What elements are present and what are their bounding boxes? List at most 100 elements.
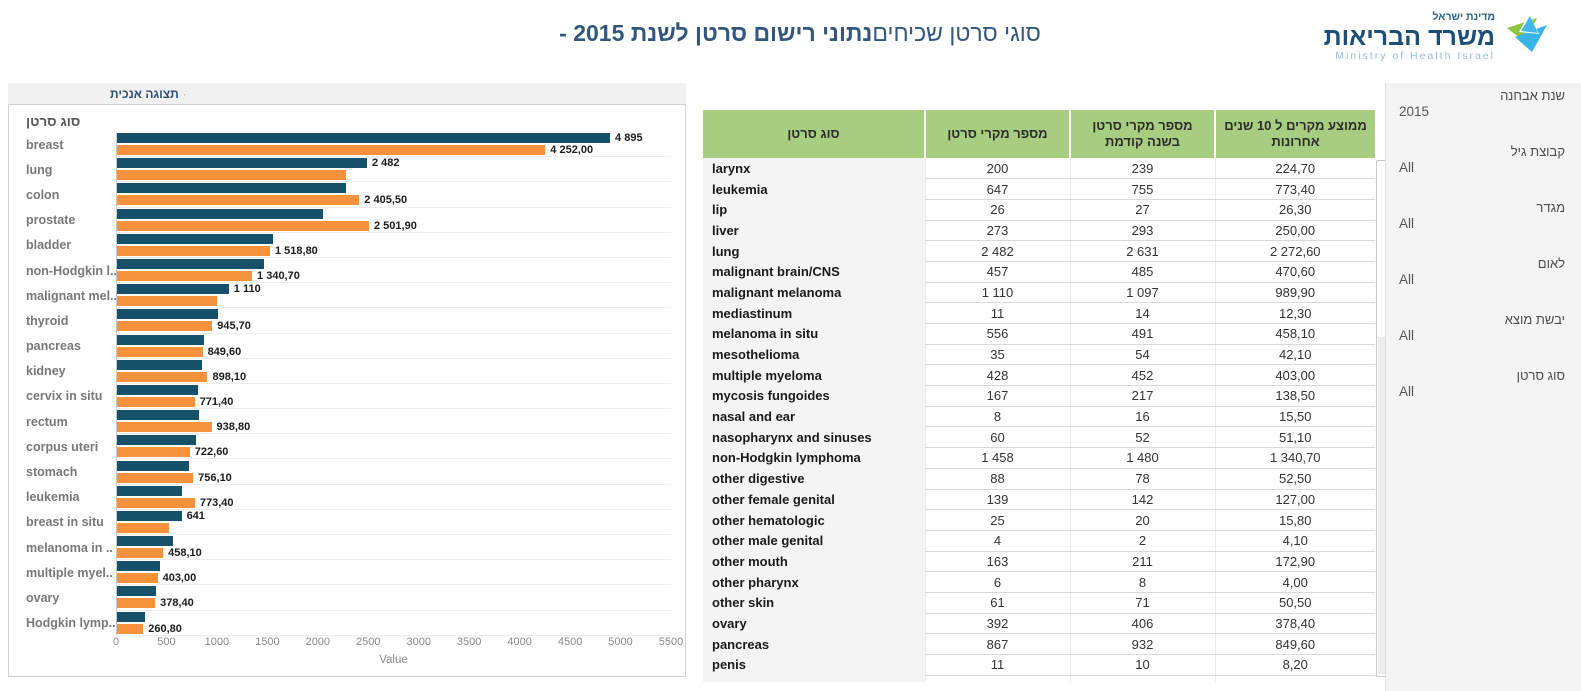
average-bar[interactable] (117, 472, 194, 483)
value-cell[interactable]: 88 (924, 468, 1070, 490)
value-cell[interactable]: 35 (924, 344, 1070, 366)
filter-value-dropdown[interactable]: All (1399, 216, 1415, 231)
chart-category-label[interactable]: rectum (26, 414, 68, 429)
average-bar[interactable] (117, 220, 369, 231)
chart-category-label[interactable]: stomach (26, 465, 78, 480)
value-cell[interactable]: 485 (1069, 261, 1215, 283)
average-bar[interactable] (117, 573, 158, 584)
value-cell[interactable]: 172,90 (1214, 551, 1375, 573)
cases-bar[interactable] (117, 485, 183, 496)
cancer-type-cell[interactable]: lung (703, 240, 925, 262)
table-row[interactable]: mediastinum 11 14 12,30 (703, 302, 1375, 324)
cancer-type-cell[interactable]: malignant brain/CNS (703, 261, 925, 283)
table-row[interactable]: malignant melanoma 1 110 1 097 989,90 (703, 282, 1375, 304)
table-row[interactable]: pancreas 867 932 849,60 (703, 633, 1375, 655)
average-bar[interactable] (117, 447, 190, 458)
cases-bar[interactable] (117, 334, 205, 345)
table-scrollbar-thumb[interactable] (1378, 337, 1386, 674)
value-cell[interactable]: 556 (924, 323, 1070, 345)
value-cell[interactable]: 1 480 (1069, 447, 1215, 469)
chart-category-label[interactable]: ovary (26, 590, 60, 605)
cases-bar[interactable] (117, 586, 157, 597)
cases-bar[interactable] (117, 536, 173, 547)
average-bar[interactable] (117, 245, 270, 256)
value-cell[interactable] (1069, 675, 1215, 682)
value-cell[interactable]: 142 (1069, 489, 1215, 511)
filter-value-dropdown[interactable]: 2015 (1399, 104, 1430, 119)
chart-category-label[interactable]: corpus uteri (26, 439, 99, 454)
cancer-type-cell[interactable]: other digestive (703, 468, 925, 489)
average-bar[interactable] (117, 371, 208, 382)
value-cell[interactable]: 1 340,70 (1214, 447, 1375, 469)
cancer-type-cell[interactable]: penis (703, 654, 925, 676)
cancer-type-cell[interactable]: mediastinum (703, 302, 925, 324)
cases-bar[interactable] (117, 309, 219, 320)
table-row[interactable]: other mouth 163 211 172,90 (703, 551, 1375, 573)
value-cell[interactable]: 378,40 (1214, 613, 1375, 635)
table-row[interactable]: other pharynx 6 8 4,00 (703, 571, 1375, 593)
average-bar[interactable] (117, 170, 346, 181)
vertical-view-link[interactable]: ·תצוגה אנכית (110, 87, 187, 101)
value-cell[interactable]: 51,10 (1214, 426, 1375, 449)
value-cell[interactable]: 200 (924, 158, 1070, 180)
chart-category-label[interactable]: colon (26, 187, 60, 202)
filter-value-dropdown[interactable]: All (1399, 160, 1415, 175)
table-row[interactable]: penis 11 10 8,20 (703, 654, 1375, 676)
value-cell[interactable]: 773,40 (1214, 178, 1375, 200)
value-cell[interactable]: 14 (1069, 302, 1215, 324)
chart-category-label[interactable]: leukemia (26, 490, 80, 505)
value-cell[interactable]: 989,90 (1214, 282, 1375, 304)
value-cell[interactable]: 211 (1069, 551, 1215, 573)
value-cell[interactable]: 491 (1069, 323, 1215, 345)
value-cell[interactable]: 11 (924, 654, 1070, 676)
chart-category-label[interactable]: Hodgkin lymp.. (26, 616, 116, 631)
value-cell[interactable]: 52 (1069, 426, 1215, 449)
average-bar[interactable] (117, 497, 195, 508)
chart-category-label[interactable]: lung (26, 162, 53, 177)
value-cell[interactable]: 61 (924, 592, 1070, 614)
chart-category-label[interactable]: non-Hodgkin l.. (26, 263, 116, 278)
value-cell[interactable]: 392 (924, 613, 1070, 635)
chart-category-label[interactable]: prostate (26, 213, 76, 228)
chart-category-label[interactable]: multiple myel.. (26, 565, 113, 580)
cancer-type-cell[interactable]: liver (703, 220, 925, 241)
value-cell[interactable]: 127,00 (1214, 489, 1375, 511)
value-cell[interactable]: 403,00 (1214, 364, 1375, 387)
value-cell[interactable]: 26,30 (1214, 199, 1375, 221)
table-column-header[interactable]: סוג סרטן (703, 110, 926, 158)
cancer-type-cell[interactable]: multiple myeloma (703, 364, 925, 386)
cancer-type-cell[interactable]: other pharynx (703, 571, 925, 593)
value-cell[interactable]: 15,80 (1214, 509, 1375, 531)
value-cell[interactable]: 239 (1069, 158, 1215, 180)
table-column-header[interactable]: מספר מקרי סרטן (925, 110, 1071, 158)
value-cell[interactable]: 428 (924, 364, 1070, 387)
value-cell[interactable]: 2 (1069, 530, 1215, 552)
value-cell[interactable]: 1 110 (924, 282, 1070, 304)
value-cell[interactable]: 50,50 (1214, 592, 1375, 614)
value-cell[interactable]: 932 (1069, 633, 1215, 655)
value-cell[interactable]: 54 (1069, 344, 1215, 366)
table-column-header[interactable]: ממוצע מקרים ל 10 שנים אחרונות (1215, 110, 1375, 158)
cancer-type-cell[interactable]: nasal and ear (703, 406, 925, 427)
average-bar[interactable] (117, 296, 217, 307)
table-row[interactable]: lung 2 482 2 631 2 272,60 (703, 240, 1375, 262)
cancer-type-cell[interactable]: mycosis fungoides (703, 385, 925, 407)
value-cell[interactable]: 8 (1069, 571, 1215, 593)
chart-category-label[interactable]: breast in situ (26, 515, 104, 530)
chart-category-label[interactable]: kidney (26, 364, 66, 379)
cases-bar[interactable] (117, 183, 346, 194)
chart-category-label[interactable]: bladder (26, 238, 72, 253)
value-cell[interactable]: 849,60 (1214, 633, 1375, 655)
cases-bar[interactable] (117, 158, 367, 169)
value-cell[interactable]: 224,70 (1214, 158, 1375, 180)
value-cell[interactable]: 8 (924, 406, 1070, 428)
table-row[interactable]: ovary 392 406 378,40 (703, 613, 1375, 635)
average-bar[interactable] (117, 145, 546, 156)
value-cell[interactable]: 1 458 (924, 447, 1070, 469)
cancer-type-cell[interactable]: nasopharynx and sinuses (703, 426, 925, 448)
value-cell[interactable]: 2 631 (1069, 240, 1215, 262)
average-bar[interactable] (117, 422, 212, 433)
value-cell[interactable]: 139 (924, 489, 1070, 511)
cancer-type-cell[interactable]: other male genital (703, 530, 925, 552)
table-row[interactable]: mesothelioma 35 54 42,10 (703, 344, 1375, 366)
